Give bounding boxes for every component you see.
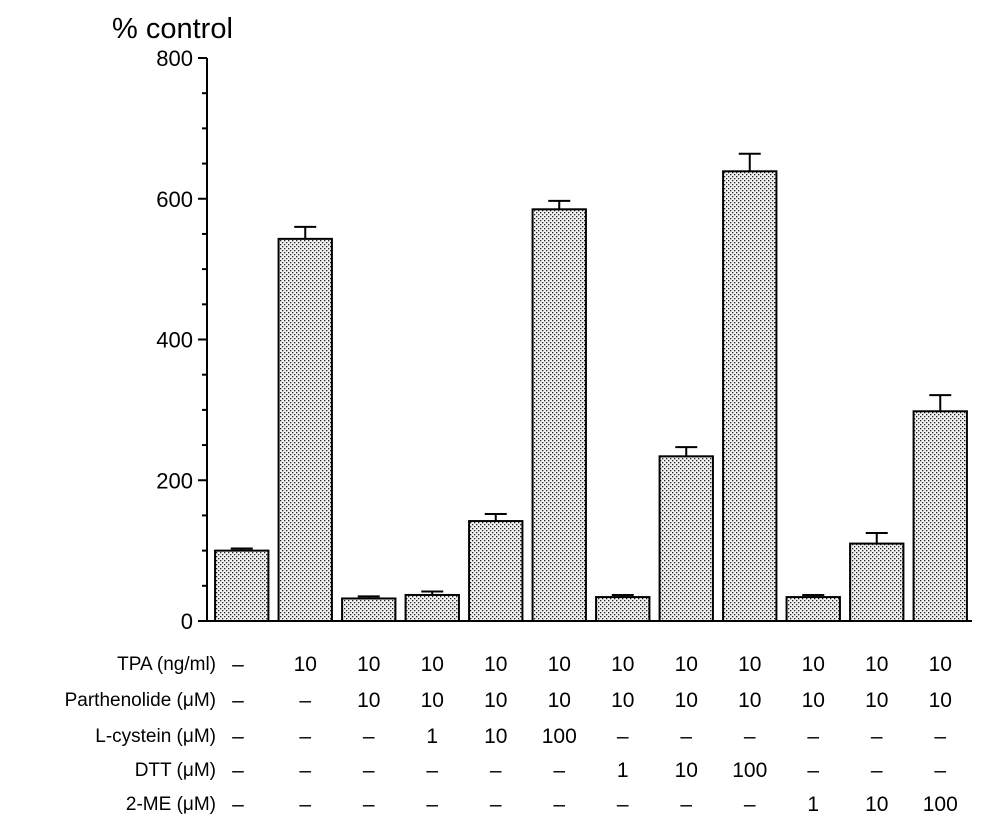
condition-value: –	[299, 689, 311, 712]
condition-value: 1	[807, 793, 819, 816]
bar	[912, 410, 968, 622]
condition-value: 10	[294, 653, 317, 676]
bar	[658, 455, 714, 623]
condition-value: 10	[357, 689, 380, 712]
condition-value: –	[299, 759, 311, 782]
bar	[849, 542, 905, 623]
y-tick-label: 600	[156, 187, 193, 212]
condition-value: –	[299, 725, 311, 748]
bar	[785, 596, 841, 623]
condition-value: 10	[357, 653, 380, 676]
condition-label: 2-ME (μM)	[126, 794, 216, 815]
condition-value: 10	[865, 689, 888, 712]
y-tick-label: 800	[156, 46, 193, 71]
condition-value: 100	[923, 793, 958, 816]
condition-value: –	[363, 793, 375, 816]
condition-value: 10	[675, 689, 698, 712]
condition-value: –	[934, 725, 946, 748]
condition-label: DTT (μM)	[135, 760, 216, 781]
bar	[531, 208, 587, 622]
condition-value: –	[871, 725, 883, 748]
condition-value: –	[680, 793, 692, 816]
condition-label: L-cystein (μM)	[95, 726, 216, 747]
condition-value: –	[553, 793, 565, 816]
condition-value: 10	[548, 653, 571, 676]
bar	[341, 597, 397, 622]
condition-value: –	[426, 793, 438, 816]
condition-value: 100	[542, 725, 577, 748]
bar	[595, 596, 651, 623]
condition-value: 10	[929, 653, 952, 676]
condition-value: –	[744, 725, 756, 748]
y-tick-label: 0	[181, 609, 193, 634]
condition-value: –	[363, 759, 375, 782]
condition-value: –	[232, 759, 244, 782]
condition-value: –	[232, 725, 244, 748]
condition-value: 10	[675, 653, 698, 676]
condition-value: –	[232, 653, 244, 676]
condition-value: 10	[611, 689, 634, 712]
condition-value: 1	[617, 759, 629, 782]
condition-value: –	[426, 759, 438, 782]
condition-value: 10	[738, 689, 761, 712]
condition-value: 10	[421, 653, 444, 676]
condition-value: 10	[421, 689, 444, 712]
y-tick-label: 400	[156, 328, 193, 353]
condition-value: –	[363, 725, 375, 748]
condition-value: –	[807, 759, 819, 782]
condition-value: 10	[484, 689, 507, 712]
condition-value: –	[490, 793, 502, 816]
bar	[277, 237, 333, 623]
condition-value: –	[680, 725, 692, 748]
y-tick-label: 200	[156, 468, 193, 493]
condition-value: 10	[802, 653, 825, 676]
condition-value: –	[232, 793, 244, 816]
condition-label: Parthenolide (μM)	[65, 690, 216, 711]
condition-value: 100	[732, 759, 767, 782]
condition-value: –	[934, 759, 946, 782]
condition-value: 10	[738, 653, 761, 676]
condition-value: –	[871, 759, 883, 782]
condition-value: –	[299, 793, 311, 816]
condition-value: 10	[675, 759, 698, 782]
condition-value: 1	[426, 725, 438, 748]
condition-value: 10	[611, 653, 634, 676]
bar	[722, 170, 778, 623]
condition-value: –	[617, 793, 629, 816]
condition-value: –	[807, 725, 819, 748]
condition-value: –	[617, 725, 629, 748]
condition-value: –	[490, 759, 502, 782]
condition-value: 10	[865, 653, 888, 676]
condition-value: 10	[484, 653, 507, 676]
bar	[214, 549, 270, 622]
condition-value: 10	[865, 793, 888, 816]
condition-value: –	[232, 689, 244, 712]
y-axis-title: % control	[112, 13, 233, 45]
condition-value: –	[744, 793, 756, 816]
condition-value: 10	[929, 689, 952, 712]
bar	[404, 593, 460, 622]
condition-value: 10	[484, 725, 507, 748]
bar	[468, 520, 524, 623]
condition-label: TPA (ng/ml)	[117, 654, 216, 675]
condition-value: –	[553, 759, 565, 782]
condition-value: 10	[802, 689, 825, 712]
condition-value: 10	[548, 689, 571, 712]
